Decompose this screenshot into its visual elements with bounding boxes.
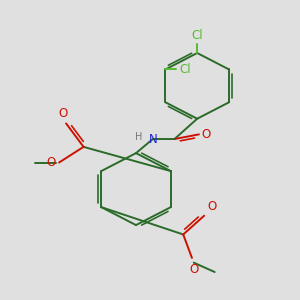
Text: H: H [135, 133, 142, 142]
Text: Cl: Cl [179, 63, 191, 76]
Text: O: O [59, 107, 68, 120]
Text: N: N [148, 133, 158, 146]
Text: O: O [202, 128, 211, 141]
Text: O: O [46, 156, 56, 169]
Text: Cl: Cl [191, 29, 203, 42]
Text: O: O [189, 262, 198, 276]
Text: O: O [207, 200, 216, 213]
